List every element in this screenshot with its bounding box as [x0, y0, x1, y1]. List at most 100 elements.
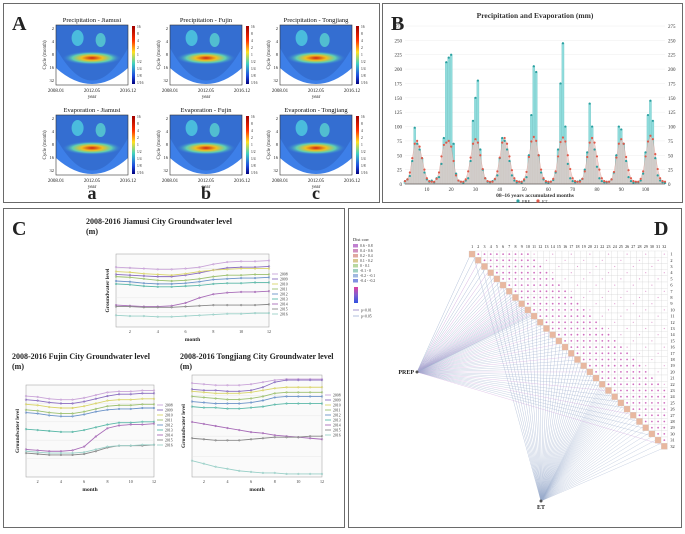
matrix-cell	[661, 356, 667, 362]
panel-label-c: C	[12, 218, 26, 240]
matrix-dot	[663, 414, 665, 416]
et-point	[661, 180, 663, 182]
matrix-dot	[539, 272, 541, 274]
ytick: 2	[52, 116, 54, 121]
power-blob	[186, 30, 198, 46]
matrix-dot	[502, 259, 504, 261]
xlabel: month	[82, 487, 97, 493]
matrix-dot	[632, 377, 634, 379]
matrix-cell	[661, 313, 667, 319]
matrix-cell	[612, 257, 618, 263]
xtick: 2008.01	[48, 179, 65, 184]
matrix-cell	[661, 369, 667, 375]
matrix-cell	[661, 338, 667, 344]
matrix-cell	[605, 257, 611, 263]
matrix-col-label: 29	[644, 244, 648, 249]
matrix-dot	[490, 266, 492, 268]
ytick-left: 125	[395, 111, 403, 116]
legend-item: -0.4 - -0.2	[360, 279, 375, 283]
pre-point	[472, 120, 474, 122]
matrix-cell	[556, 270, 562, 276]
matrix-dot	[639, 353, 640, 354]
matrix-dot	[614, 359, 616, 361]
et-point	[499, 156, 501, 158]
et-point	[450, 146, 452, 148]
ytick-right: 200	[668, 68, 676, 73]
ytick-right: 25	[668, 169, 674, 174]
chart-title: Precipitation and Evaporation (mm)	[477, 11, 594, 20]
matrix-dot	[626, 359, 628, 361]
matrix-dot	[608, 371, 610, 373]
matrix-dot	[502, 253, 504, 255]
matrix-cell	[649, 276, 655, 282]
matrix-cell	[543, 263, 549, 269]
colorbar-tick: 1/4	[361, 67, 366, 71]
power-band	[62, 141, 122, 155]
chart-unit: (m)	[12, 362, 24, 371]
matrix-dot	[651, 402, 653, 404]
matrix-cell	[624, 294, 630, 300]
matrix-col-label: 6	[502, 244, 504, 249]
matrix-dot	[577, 346, 579, 348]
matrix-dot	[663, 421, 665, 423]
matrix-dot	[595, 321, 597, 323]
matrix-dot	[552, 272, 553, 273]
pre-point	[593, 148, 595, 150]
et-point	[508, 155, 510, 157]
panel-label-b: B	[391, 13, 404, 35]
matrix-dot	[558, 303, 560, 305]
wavelet-title: Precipitation - Jiamusi	[63, 17, 122, 24]
legend-swatch	[353, 264, 358, 268]
et-point	[457, 179, 459, 181]
xtick: 2016.12	[120, 179, 137, 184]
matrix-cell	[661, 332, 667, 338]
matrix-cell	[630, 276, 636, 282]
et-point	[431, 181, 433, 183]
ytick-right: 125	[668, 111, 676, 116]
legend-entry: 2016	[165, 444, 173, 448]
matrix-dot	[565, 278, 566, 279]
xtick: 2016.12	[344, 89, 361, 94]
et-point	[557, 155, 559, 157]
matrix-dot	[657, 433, 659, 435]
et-point	[647, 140, 649, 142]
matrix-dot	[496, 272, 498, 274]
matrix-dot	[539, 297, 541, 299]
pre-point	[533, 65, 535, 67]
matrix-dot	[658, 371, 659, 372]
power-blob	[210, 33, 220, 47]
matrix-cell	[649, 431, 655, 437]
legend-entry: 2012	[165, 424, 173, 428]
matrix-cell	[649, 344, 655, 350]
pre-point	[654, 157, 656, 159]
matrix-cell	[649, 332, 655, 338]
matrix-dot	[626, 402, 628, 404]
xtick: 2012.05	[84, 89, 101, 94]
et-point	[484, 177, 486, 179]
matrix-cell	[643, 276, 649, 282]
matrix-cell	[599, 381, 605, 387]
matrix-col-label: 3	[484, 244, 486, 249]
matrix-cell	[649, 307, 655, 313]
matrix-dot	[595, 328, 597, 330]
prep-label: PREP	[398, 370, 414, 376]
colorbar-tick: 1/16	[137, 81, 144, 85]
matrix-dot	[608, 309, 609, 310]
et-point	[574, 180, 576, 182]
panel-label-d: D	[654, 218, 668, 240]
matrix-dot	[533, 284, 535, 286]
et-point	[545, 180, 547, 182]
matrix-col-label: 9	[521, 244, 523, 249]
matrix-dot	[608, 340, 610, 342]
ylabel: Cycle (month)	[43, 40, 48, 69]
et-point	[659, 177, 661, 179]
matrix-cell	[599, 288, 605, 294]
xtick: 8	[106, 479, 108, 484]
legend-pre-marker	[516, 199, 519, 202]
colorbar-tick: 4	[251, 39, 253, 43]
et-point	[479, 154, 481, 156]
matrix-cell	[612, 270, 618, 276]
matrix-dot	[508, 253, 510, 255]
matrix-cell	[649, 325, 655, 331]
